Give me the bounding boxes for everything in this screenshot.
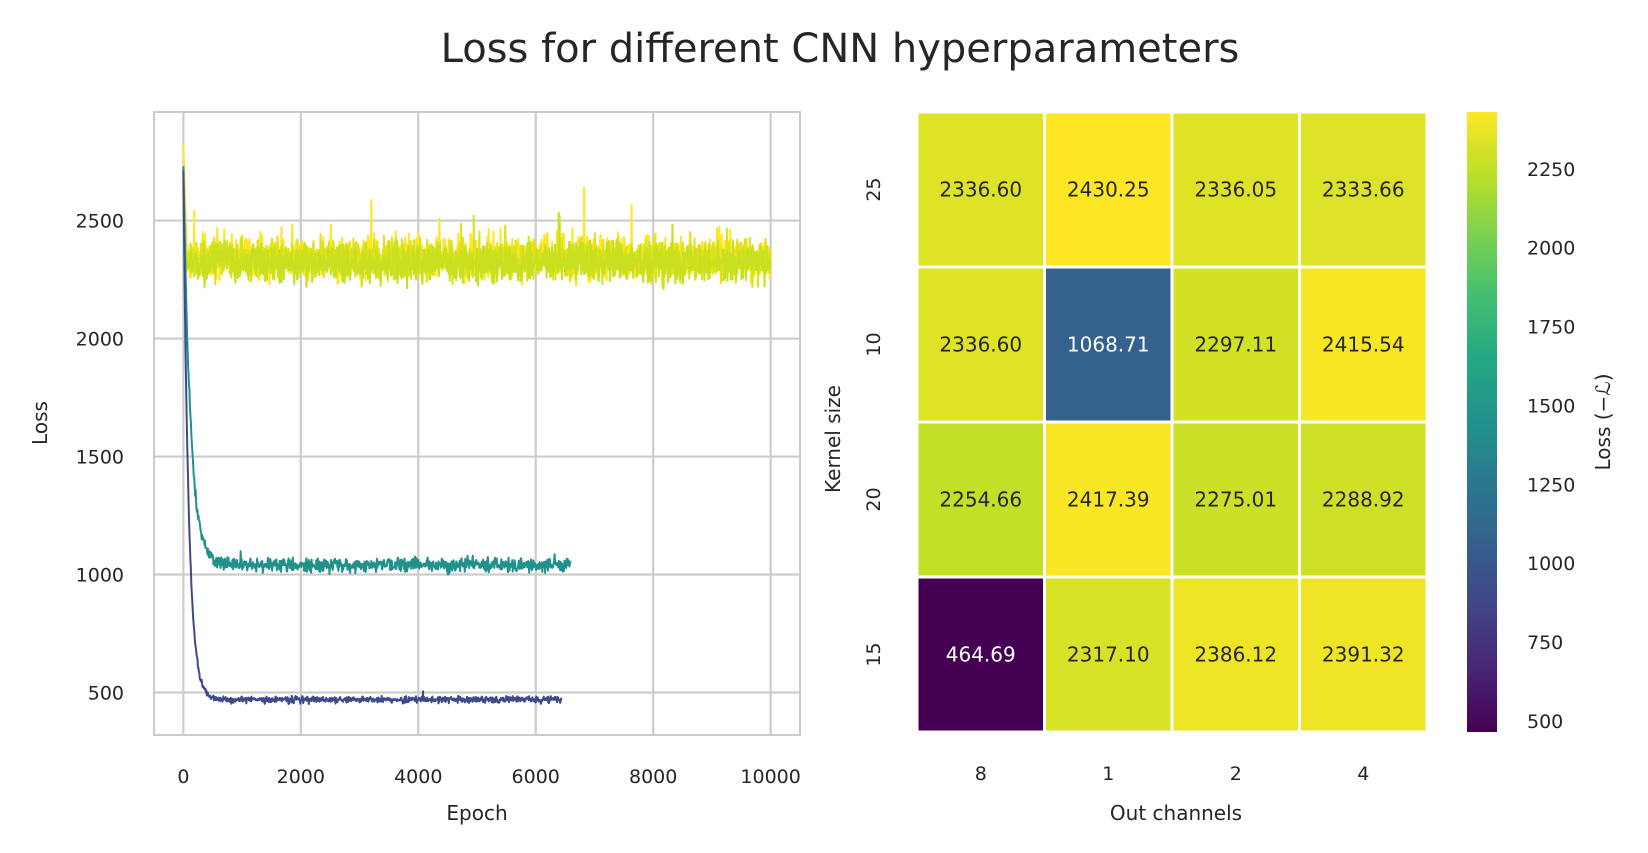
line-x-axis-label: Epoch [446,801,507,825]
heatmap-cell [1298,575,1429,734]
line-series-group [182,143,772,706]
line-y-axis-label: Loss [28,401,52,445]
heatmap-x-tick-label: 2 [1230,763,1242,785]
heatmap-cell [1298,265,1429,424]
heatmap-cell [1043,110,1174,269]
heatmap-cell [1298,420,1429,579]
heatmap-y-tick-label: 20 [863,487,885,511]
line-x-tick-label: 0 [177,766,189,788]
heatmap-cell-label: 2288.92 [1322,488,1405,512]
colorbar [1467,112,1497,732]
heatmap-cell-label: 2386.12 [1194,643,1277,667]
line-series-path [182,170,563,706]
heatmap-x-tick-label: 4 [1357,763,1369,785]
line-x-tick-label: 2000 [277,766,325,788]
colorbar-tick-label: 2000 [1527,238,1575,260]
heatmap-cell-label: 2317.10 [1067,643,1150,667]
heatmap-x-axis-label: Out channels [1110,801,1242,825]
heatmap-x-tick-label: 1 [1102,763,1114,785]
heatmap-x-tick-label: 8 [975,763,987,785]
line-y-ticks: 500 1000 1500 2000 2500 [76,211,124,705]
heatmap-cells: 2336.60 2430.25 2336.05 2333.66 2336.60 1068.… [915,110,1429,734]
heatmap-cell-label: 2391.32 [1322,643,1405,667]
line-y-tick-label: 1500 [76,447,124,469]
heatmap-cell [1043,575,1174,734]
colorbar-tick-label: 1500 [1527,395,1575,417]
line-grid [154,112,800,735]
heatmap-cell-label: 2297.11 [1194,333,1277,357]
colorbar-tick-label: 500 [1527,711,1563,733]
figure-title: Loss for different CNN hyperparameters [441,26,1240,72]
heatmap-y-axis-label: Kernel size [821,385,845,493]
colorbar-ticks: 500 750 1000 1250 1500 1750 2000 2250 [1527,159,1575,733]
heatmap-cell [1298,110,1429,269]
colorbar-tick-label: 750 [1527,632,1563,654]
heatmap-x-ticks: 8 1 2 4 [975,763,1370,785]
line-y-tick-label: 2500 [76,211,124,233]
line-plot-border [153,111,801,736]
heatmap-cell-label: 2417.39 [1067,488,1150,512]
line-series-path [182,166,572,576]
heatmap-cell-label: 2333.66 [1322,178,1405,202]
line-x-tick-label: 10000 [740,766,800,788]
heatmap-chart: 2336.60 2430.25 2336.05 2333.66 2336.60 1068.… [821,110,1615,825]
heatmap-y-tick-label: 10 [863,332,885,356]
heatmap-cell-label: 464.69 [946,643,1016,667]
heatmap-y-ticks: 25 10 20 15 [863,177,885,666]
line-x-ticks: 0 2000 4000 6000 8000 10000 [177,766,801,788]
heatmap-cell-label: 2336.05 [1194,178,1277,202]
line-plot-area [153,111,801,736]
heatmap-cell-label: 2415.54 [1322,333,1405,357]
heatmap-cell-label: 1068.71 [1067,333,1150,357]
colorbar-tick-label: 1750 [1527,317,1575,339]
colorbar-label: Loss (−ℒ) [1591,374,1615,471]
line-x-tick-label: 8000 [629,766,677,788]
heatmap-cell [1170,575,1301,734]
heatmap-cell-label: 2254.66 [939,488,1022,512]
colorbar-tick-label: 2250 [1527,159,1575,181]
line-x-tick-label: 4000 [394,766,442,788]
heatmap-y-tick-label: 15 [863,642,885,666]
heatmap-cell-label: 2430.25 [1067,178,1150,202]
line-y-tick-label: 500 [88,683,124,705]
line-series-path [182,184,772,291]
line-x-tick-label: 6000 [512,766,560,788]
heatmap-cell-label: 2275.01 [1194,488,1277,512]
heatmap-cell [915,575,1046,734]
heatmap-cell [1043,265,1174,424]
line-chart: 0 2000 4000 6000 8000 10000 500 1000 1500 2000 25… [28,111,801,825]
heatmap-cell-label: 2336.60 [939,178,1022,202]
heatmap-y-tick-label: 25 [863,177,885,201]
heatmap-cell [1043,420,1174,579]
line-y-tick-label: 2000 [76,329,124,351]
line-y-tick-label: 1000 [76,565,124,587]
heatmap-cell-label: 2336.60 [939,333,1022,357]
colorbar-tick-label: 1250 [1527,474,1575,496]
colorbar-tick-label: 1000 [1527,553,1575,575]
